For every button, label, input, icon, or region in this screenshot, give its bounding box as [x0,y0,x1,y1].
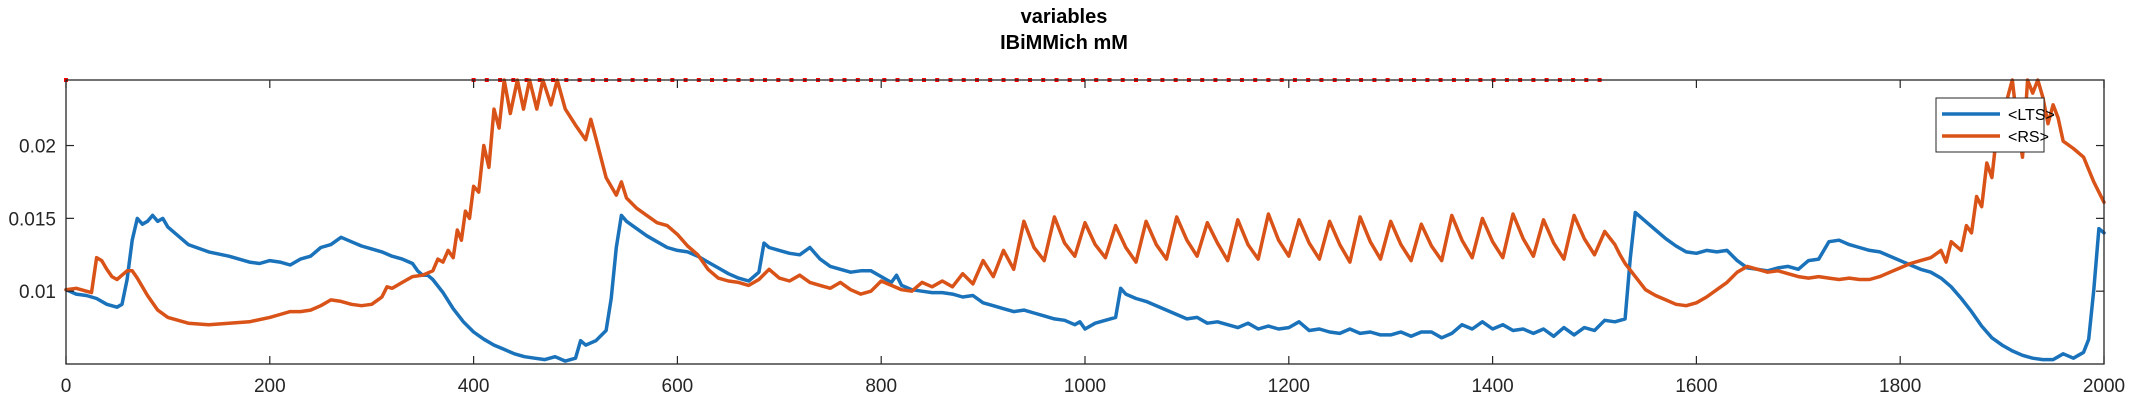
y-tick-label: 0.02 [19,137,56,158]
legend-box [1935,97,2045,153]
chart-subtitle: IBiMMich mM [1000,32,1128,54]
y-tick-label: 0.01 [19,282,56,303]
y-axis: 0.01 0.015 0.02 [8,137,2104,303]
y-tick-label: 0.015 [8,209,56,230]
x-tick-label: 2000 [2083,376,2125,397]
x-tick-label: 800 [865,376,897,397]
x-axis: 0 200 400 600 800 1000 1200 1400 1600 1800 2000 [61,80,2125,397]
x-tick-label: 0 [61,376,72,397]
x-tick-label: 1000 [1064,376,1106,397]
legend: <LTS> <RS> [1935,97,2055,153]
x-tick-label: 600 [662,376,694,397]
data-lines [64,78,2106,363]
series-line-lts [64,210,2106,363]
x-tick-label: 1600 [1675,376,1717,397]
chart-title: variables [1021,6,1108,28]
legend-label-rs: <RS> [2008,129,2049,146]
series-line-rs [64,78,2106,327]
x-tick-label: 1200 [1268,376,1310,397]
plot-area: 0 200 400 600 800 1000 1200 1400 1600 1800 2000 0.… [8,78,2125,397]
x-tick-label: 200 [254,376,286,397]
x-tick-label: 1400 [1471,376,1513,397]
legend-label-lts: <LTS> [2008,107,2055,124]
x-tick-label: 1800 [1879,376,1921,397]
x-tick-label: 400 [458,376,490,397]
